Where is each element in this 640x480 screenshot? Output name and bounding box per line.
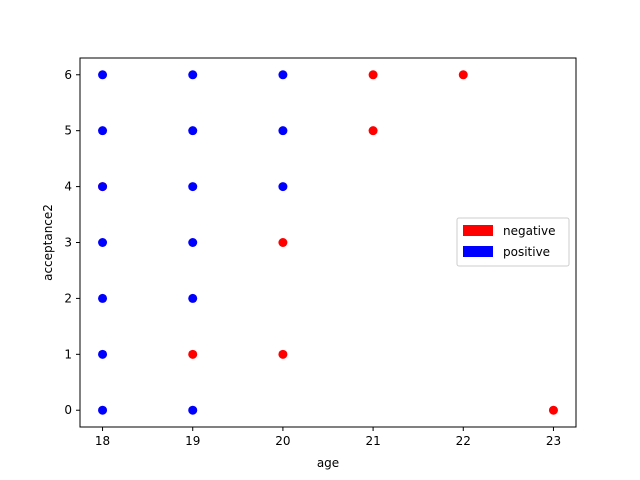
legend-label-positive: positive bbox=[503, 245, 550, 259]
y-tick-label: 6 bbox=[64, 68, 72, 82]
point-negative-20-3 bbox=[278, 238, 288, 247]
y-tick-label: 3 bbox=[64, 236, 72, 250]
point-positive-19-0 bbox=[188, 405, 198, 415]
point-negative-21-6 bbox=[368, 70, 378, 80]
point-positive-18-5 bbox=[98, 126, 108, 136]
point-positive-20-4 bbox=[278, 182, 288, 192]
point-negative-23-0 bbox=[548, 405, 558, 415]
legend-swatch-positive bbox=[463, 246, 493, 257]
point-positive-19-6 bbox=[188, 70, 198, 80]
y-axis-title: acceptance2 bbox=[41, 204, 55, 281]
y-tick-label: 0 bbox=[64, 403, 72, 417]
x-tick-label: 19 bbox=[185, 434, 200, 448]
x-tick-label: 22 bbox=[456, 434, 471, 448]
x-tick-label: 20 bbox=[275, 434, 290, 448]
x-tick-label: 21 bbox=[365, 434, 380, 448]
point-positive-20-5 bbox=[278, 126, 288, 136]
point-positive-18-2 bbox=[98, 293, 108, 303]
x-axis-ticks: 18 19 20 21 22 23 bbox=[95, 427, 561, 448]
legend: negative positive bbox=[456, 217, 570, 267]
x-tick-label: 23 bbox=[546, 434, 561, 448]
y-tick-label: 2 bbox=[64, 291, 72, 305]
point-negative-19-1 bbox=[188, 349, 198, 359]
point-negative-20-1 bbox=[278, 349, 288, 359]
legend-swatch-negative bbox=[463, 225, 493, 236]
point-positive-18-1 bbox=[98, 349, 108, 359]
point-positive-19-3 bbox=[188, 238, 198, 247]
data-points bbox=[98, 70, 558, 415]
point-positive-18-6 bbox=[98, 70, 108, 80]
y-tick-label: 4 bbox=[64, 180, 72, 194]
point-positive-18-0 bbox=[98, 405, 108, 415]
x-tick-label: 18 bbox=[95, 434, 110, 448]
x-axis-title: age bbox=[317, 456, 339, 470]
point-negative-21-5 bbox=[368, 126, 378, 136]
point-positive-19-2 bbox=[188, 293, 198, 303]
y-tick-label: 5 bbox=[64, 124, 72, 138]
y-axis-ticks: 0 1 2 3 4 5 6 bbox=[64, 68, 80, 417]
y-tick-label: 1 bbox=[64, 347, 72, 361]
point-positive-19-4 bbox=[188, 182, 198, 192]
legend-label-negative: negative bbox=[503, 224, 555, 238]
point-negative-22-6 bbox=[458, 70, 468, 80]
point-positive-18-4 bbox=[98, 182, 108, 192]
point-positive-19-5 bbox=[188, 126, 198, 136]
point-positive-20-6 bbox=[278, 70, 288, 80]
point-positive-18-3 bbox=[98, 238, 108, 247]
